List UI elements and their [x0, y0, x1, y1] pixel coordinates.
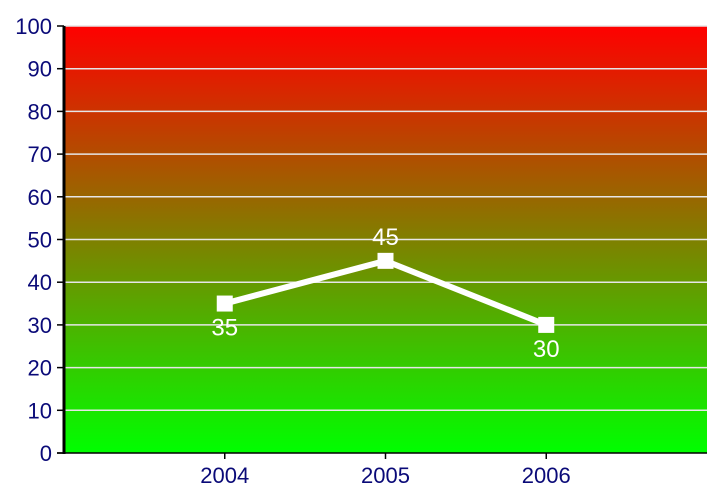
- data-label: 45: [372, 224, 399, 251]
- series-layer: [216, 252, 555, 333]
- data-labels: 35 45 30: [211, 224, 559, 363]
- data-point-marker: [377, 252, 394, 269]
- y-tick-label: 70: [28, 142, 52, 167]
- y-tick-label: 90: [28, 57, 52, 82]
- x-tick-label: 2006: [522, 463, 571, 484]
- x-tick-label: 2004: [200, 463, 249, 484]
- y-tick-label: 20: [28, 356, 52, 381]
- y-tick-label: 0: [40, 441, 52, 466]
- y-tick-label: 80: [28, 99, 52, 124]
- x-tick-labels: 2004 2005 2006: [200, 463, 570, 484]
- data-point-marker: [216, 295, 233, 312]
- data-label: 30: [533, 336, 560, 363]
- y-tick-label: 100: [15, 14, 52, 39]
- y-tick-label: 30: [28, 313, 52, 338]
- y-tick-label: 10: [28, 398, 52, 423]
- data-label: 35: [211, 315, 238, 342]
- gridlines: [64, 25, 707, 412]
- data-point-marker: [538, 316, 555, 333]
- y-tick-labels: 0 10 20 30 40 50 60 70 80 90 100: [15, 14, 52, 466]
- axes: [57, 25, 707, 459]
- y-tick-label: 60: [28, 185, 52, 210]
- y-tick-label: 50: [28, 228, 52, 253]
- y-tick-label: 40: [28, 270, 52, 295]
- x-tick-label: 2005: [361, 463, 410, 484]
